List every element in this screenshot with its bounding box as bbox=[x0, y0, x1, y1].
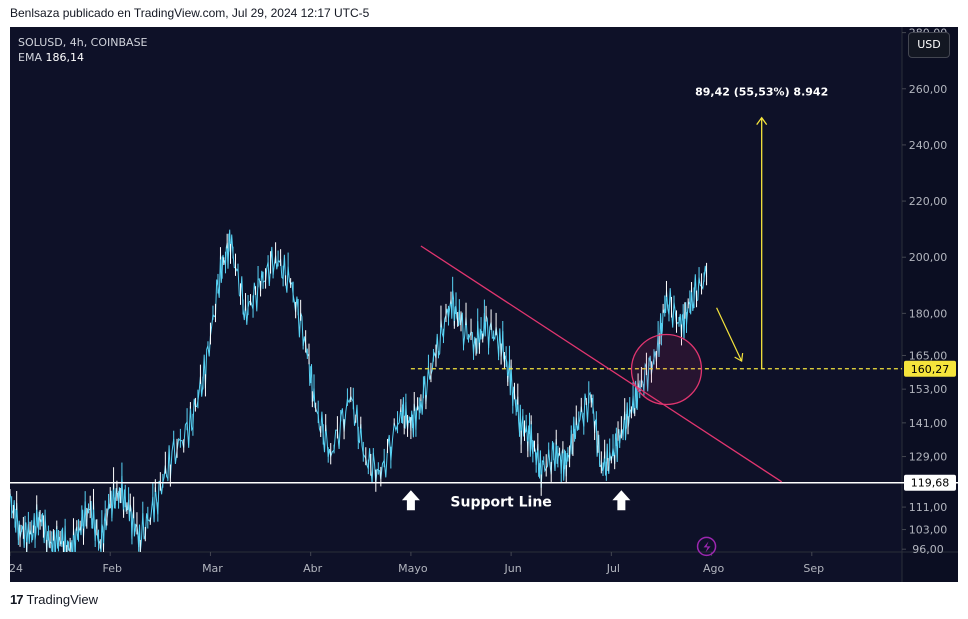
publish-header: Benlsaza publicado en TradingView.com, J… bbox=[10, 6, 370, 20]
y-tick-label: 111,00 bbox=[909, 501, 948, 514]
x-tick-label: Sep bbox=[803, 562, 824, 575]
y-tick-label: 153,00 bbox=[909, 383, 948, 396]
price-axis-tag bbox=[904, 360, 956, 377]
breakout-circle bbox=[630, 333, 703, 406]
footer: 17 TradingView bbox=[10, 592, 98, 607]
x-tick-label: Mar bbox=[202, 562, 223, 575]
price-chart[interactable]: 96,00 103,00 111,00 129,00 141,00 153,00 165,0… bbox=[9, 27, 958, 582]
ema-label: EMA bbox=[18, 51, 42, 64]
y-tick-label: 96,00 bbox=[912, 543, 944, 556]
ema-value: 186,14 bbox=[45, 51, 84, 64]
tradingview-logo-icon: 17 bbox=[10, 592, 24, 607]
resistance-trendline bbox=[420, 245, 783, 483]
lightning-icon bbox=[696, 536, 717, 557]
ema-legend: EMA 186,14 bbox=[18, 50, 148, 65]
footer-brand: TradingView bbox=[26, 592, 99, 607]
y-tick-label: 129,00 bbox=[909, 451, 948, 464]
price-axis-tag-label: 160,27 bbox=[911, 363, 950, 376]
x-tick-label: Jul bbox=[606, 562, 620, 575]
x-tick-label: Ago bbox=[703, 562, 725, 575]
y-tick-label: 260,00 bbox=[909, 83, 948, 96]
price-axis-tag bbox=[904, 474, 956, 491]
up-arrow-icon bbox=[401, 490, 420, 511]
y-tick-label: 103,00 bbox=[909, 524, 948, 537]
plot-area bbox=[10, 229, 708, 552]
y-tick-label: 240,00 bbox=[909, 139, 948, 152]
y-tick-label: 220,00 bbox=[909, 195, 948, 208]
x-tick-label: Abr bbox=[303, 562, 323, 575]
diagonal-arrowhead bbox=[734, 353, 744, 363]
symbol-title: SOLUSD, 4h, COINBASE bbox=[18, 36, 148, 49]
support-line-label: Support Line bbox=[450, 495, 551, 511]
x-tick-label: Mayo bbox=[398, 562, 428, 575]
up-arrow-icon bbox=[612, 490, 631, 511]
diagonal-arrow bbox=[716, 307, 743, 362]
x-tick-label: Jun bbox=[504, 562, 522, 575]
y-tick-label: 200,00 bbox=[909, 251, 948, 264]
y-tick-label: 141,00 bbox=[909, 417, 948, 430]
symbol-legend: SOLUSD, 4h, COINBASE EMA 186,14 bbox=[18, 35, 148, 65]
x-tick-label: Feb bbox=[102, 562, 121, 575]
price-series-line bbox=[10, 229, 708, 552]
measurement-label: 89,42 (55,53%) 8.942 bbox=[695, 86, 828, 99]
price-axis-tag-label: 119,68 bbox=[911, 477, 950, 490]
time-axis: 24 Feb Mar Abr Mayo Jun Jul Ago Sep bbox=[9, 552, 824, 575]
lightning-bolt-icon bbox=[703, 541, 711, 553]
projection-arrowhead bbox=[756, 116, 768, 126]
y-tick-label: 165,00 bbox=[909, 349, 948, 362]
x-tick-label: 24 bbox=[10, 562, 23, 575]
chart-svg: 96,00 103,00 111,00 129,00 141,00 153,00 165,0… bbox=[9, 27, 958, 582]
currency-button[interactable]: USD bbox=[908, 32, 950, 58]
y-tick-label: 180,00 bbox=[909, 307, 948, 320]
